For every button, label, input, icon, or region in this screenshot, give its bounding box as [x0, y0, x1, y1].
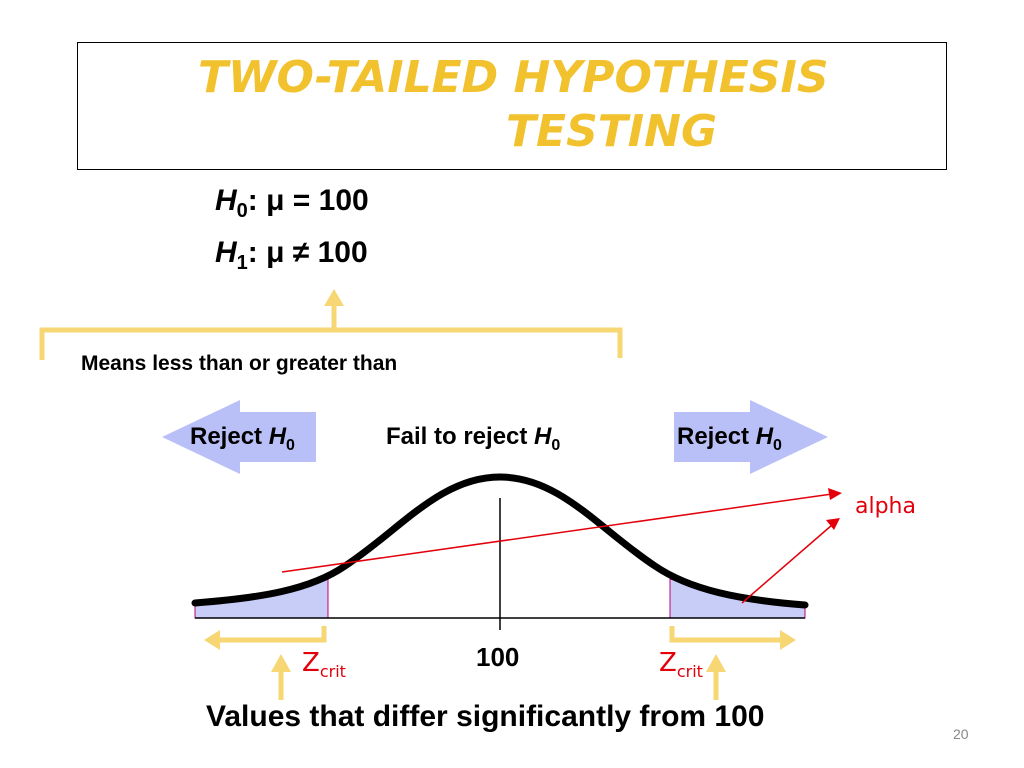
- alpha-arrowhead-1-icon: [828, 488, 842, 500]
- h0-statement: : μ = 100: [247, 184, 369, 217]
- left-critical-arrowhead-icon: [204, 630, 220, 650]
- bracket-note: Means less than or greater than: [81, 352, 398, 375]
- zcrit-left: Zcrit: [302, 648, 346, 681]
- bottom-caption: Values that differ significantly from 10…: [206, 700, 765, 733]
- zcrit-left-main: Z: [302, 648, 320, 678]
- zcrit-right-main: Z: [659, 648, 677, 678]
- reject-right-arrow-icon: [674, 400, 828, 474]
- bracket-arrowhead-icon: [324, 289, 344, 306]
- critical-brackets: [218, 626, 782, 700]
- slide-title: TWO-TAILED HYPOTHESIS TESTING: [78, 51, 946, 159]
- title-line-2: TESTING: [506, 106, 718, 157]
- reject-left-letter: H: [268, 423, 287, 450]
- fail-text: Fail to reject: [386, 423, 535, 450]
- alpha-annotation: [281, 493, 833, 604]
- title-line-1: TWO-TAILED HYPOTHESIS: [198, 52, 829, 103]
- bracket-line: [39, 327, 623, 360]
- zcrit-left-sub: crit: [319, 662, 346, 682]
- left-critical-bracket: [218, 626, 327, 643]
- reject-right-letter: H: [755, 423, 774, 450]
- zcrit-right: Zcrit: [659, 648, 703, 681]
- reject-right-label: Reject H0: [677, 423, 782, 455]
- bracket: [39, 305, 623, 360]
- reject-left-label: Reject H0: [190, 423, 295, 455]
- reject-right-sub: 0: [773, 436, 782, 454]
- zcrit-right-sub: crit: [676, 662, 703, 682]
- center-value-label: 100: [476, 642, 520, 672]
- h1-letter: H: [215, 236, 237, 269]
- fail-to-reject-label: Fail to reject H0: [386, 423, 560, 455]
- fail-sub: 0: [551, 436, 561, 454]
- right-critical-arrowhead-icon: [780, 630, 796, 650]
- alpha-line-short: [741, 524, 833, 604]
- alternative-hypothesis: H1: μ ≠ 100: [215, 236, 368, 275]
- h0-subscript: 0: [236, 200, 248, 222]
- right-critical-bracket: [669, 626, 782, 643]
- title-box: TWO-TAILED HYPOTHESIS TESTING: [77, 42, 947, 170]
- normal-curve: [191, 473, 809, 609]
- null-hypothesis: H0: μ = 100: [215, 184, 369, 223]
- h0-letter: H: [215, 184, 237, 217]
- h1-statement: : μ ≠ 100: [247, 236, 368, 269]
- reject-left-arrow-icon: [162, 400, 316, 474]
- reject-left-text: Reject: [190, 423, 269, 450]
- h1-subscript: 1: [236, 252, 248, 274]
- reject-right-text: Reject: [677, 423, 756, 450]
- reject-left-sub: 0: [286, 436, 295, 454]
- alpha-line-long: [281, 493, 833, 573]
- alpha-label: alpha: [855, 494, 916, 519]
- alpha-arrowhead-2-icon: [826, 518, 840, 530]
- left-up-arrowhead-icon: [271, 654, 291, 672]
- page-number: 20: [953, 726, 969, 742]
- fail-letter: H: [534, 423, 552, 450]
- right-up-arrowhead-icon: [706, 654, 726, 672]
